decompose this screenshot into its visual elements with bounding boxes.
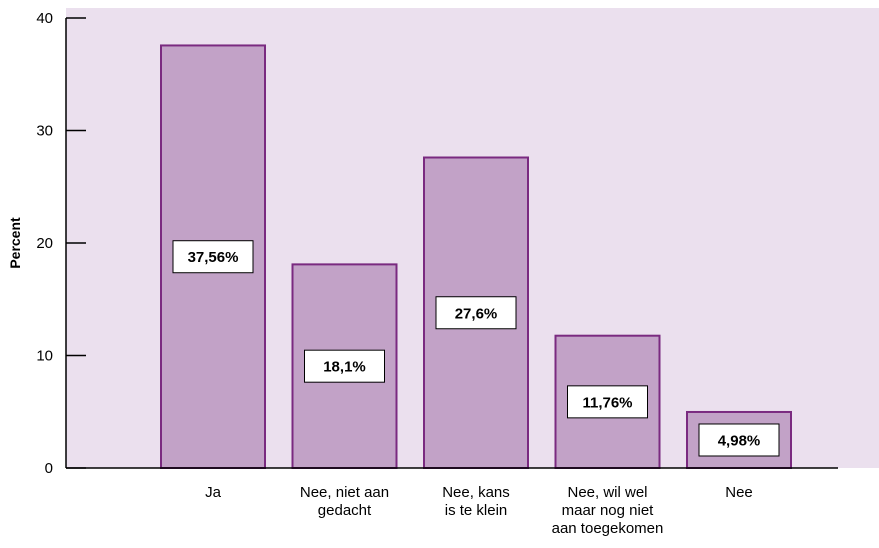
- y-tick-label-2: 20: [36, 235, 53, 252]
- data-labels-group: 37,56% 18,1% 27,6% 11,76% 4,98%: [172, 240, 780, 457]
- data-label-box-0: [172, 240, 254, 274]
- data-label-box-1: [304, 349, 385, 383]
- data-label-box-4: [698, 423, 780, 457]
- y-axis-title: Percent: [7, 217, 23, 269]
- y-ticks-group: 0 10 20 30 40: [36, 10, 86, 477]
- data-label-3: 11,76%: [582, 394, 632, 411]
- category-label-1: Nee, niet aan gedacht: [300, 484, 389, 519]
- data-label-2: 27,6%: [455, 305, 498, 322]
- category-label-2: Nee, kans is te klein: [442, 484, 510, 519]
- category-label-4: Nee: [725, 484, 753, 501]
- y-tick-label-1: 10: [36, 348, 53, 365]
- data-label-1: 18,1%: [323, 359, 366, 376]
- y-tick-label-0: 0: [45, 460, 53, 477]
- y-tick-label-3: 30: [36, 123, 53, 140]
- category-label-0: Ja: [205, 484, 222, 501]
- category-labels-group: Ja Nee, niet aan gedacht Nee, kans is te kle…: [205, 484, 753, 537]
- y-tick-label-4: 40: [36, 10, 53, 27]
- data-label-box-3: [567, 385, 648, 419]
- data-label-0: 37,56%: [188, 249, 239, 266]
- data-label-box-2: [435, 296, 517, 330]
- data-label-4: 4,98%: [718, 432, 761, 449]
- category-label-3: Nee, wil wel maar nog niet aan toegekomen: [552, 484, 664, 537]
